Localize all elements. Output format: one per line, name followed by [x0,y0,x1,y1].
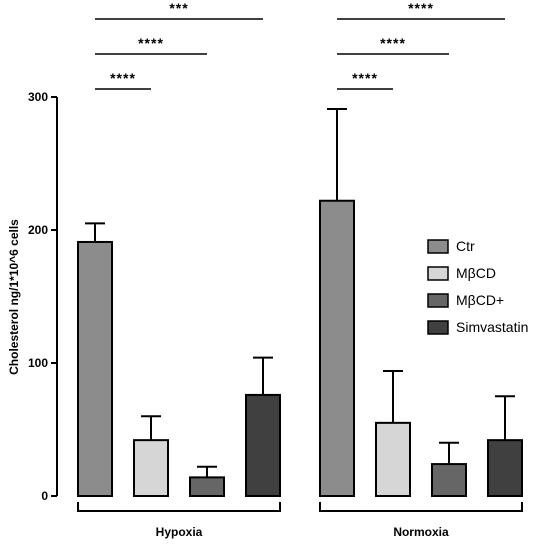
significance-stars: **** [138,35,164,51]
legend-swatch [427,239,449,254]
legend: Ctr MβCD MβCD+ Simvastatin [427,238,528,335]
legend-label: Ctr [456,238,475,254]
bar-normoxia-1 [375,421,411,498]
y-axis-title: Cholesterol ng/1*10^6 cells [7,219,21,375]
group-bracket [319,502,523,512]
legend-swatch [427,320,449,335]
bars [77,107,523,498]
y-tick-label: 300 [28,90,48,104]
group-bracket [77,502,281,512]
y-tick-label: 100 [28,356,48,370]
legend-swatch [427,293,449,308]
group-label-hypoxia: Hypoxia [156,525,203,539]
significance-stars: **** [110,70,136,86]
significance-stars: **** [352,70,378,86]
y-tick-label: 200 [28,223,48,237]
legend-swatch [427,266,449,281]
group-label-normoxia: Normoxia [393,525,449,539]
bar-normoxia-3 [487,439,523,498]
significance-brackets: *********************** [95,0,505,90]
bar-hypoxia-3 [245,393,281,498]
legend-label: MβCD+ [456,292,504,308]
y-axis: 0 100 200 300 [28,90,58,503]
bar-normoxia-2 [431,463,467,497]
bar-hypoxia-2 [189,476,225,498]
significance-stars: *** [169,0,188,16]
bar-normoxia-0 [319,199,355,498]
legend-label: Simvastatin [456,319,528,335]
group-labels: Hypoxia Normoxia [77,502,523,539]
legend-label: MβCD [456,265,496,281]
significance-stars: **** [380,35,406,51]
significance-stars: **** [408,0,434,16]
bar-hypoxia-1 [133,439,169,498]
bar-hypoxia-0 [77,240,113,497]
y-tick-label: 0 [41,489,48,503]
